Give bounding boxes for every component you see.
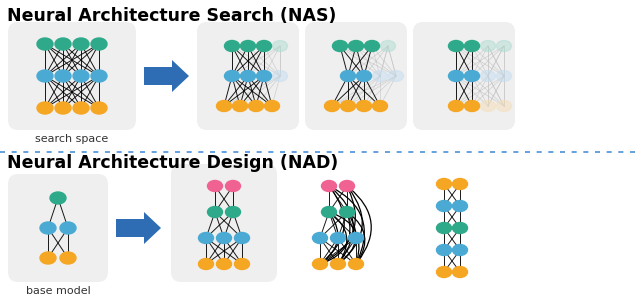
Ellipse shape (497, 101, 511, 112)
Ellipse shape (481, 101, 495, 112)
Ellipse shape (330, 233, 346, 244)
Ellipse shape (324, 101, 339, 112)
Ellipse shape (452, 223, 467, 233)
Ellipse shape (312, 233, 328, 244)
Ellipse shape (73, 38, 89, 50)
Text: Neural Architecture Design (NAD): Neural Architecture Design (NAD) (7, 154, 339, 172)
Ellipse shape (91, 102, 107, 114)
Ellipse shape (497, 71, 511, 81)
Ellipse shape (381, 40, 396, 51)
Ellipse shape (452, 201, 467, 212)
Ellipse shape (449, 101, 463, 112)
FancyBboxPatch shape (8, 174, 108, 282)
Ellipse shape (207, 206, 223, 217)
Ellipse shape (449, 40, 463, 51)
Ellipse shape (349, 233, 364, 244)
Ellipse shape (198, 233, 214, 244)
Ellipse shape (198, 258, 214, 270)
Ellipse shape (465, 40, 479, 51)
Ellipse shape (248, 101, 264, 112)
Ellipse shape (207, 181, 223, 192)
Ellipse shape (225, 206, 241, 217)
Ellipse shape (481, 71, 495, 81)
Ellipse shape (452, 178, 467, 189)
Ellipse shape (349, 258, 364, 270)
Ellipse shape (232, 101, 248, 112)
Ellipse shape (333, 40, 348, 51)
FancyBboxPatch shape (305, 22, 407, 130)
FancyBboxPatch shape (171, 164, 277, 282)
Ellipse shape (321, 181, 337, 192)
Ellipse shape (436, 223, 451, 233)
Ellipse shape (356, 101, 371, 112)
Ellipse shape (436, 178, 451, 189)
Ellipse shape (388, 71, 403, 81)
Polygon shape (116, 212, 161, 244)
Ellipse shape (234, 258, 250, 270)
Ellipse shape (55, 102, 71, 114)
Text: base model: base model (26, 286, 90, 296)
Ellipse shape (37, 70, 53, 82)
Ellipse shape (55, 38, 71, 50)
Ellipse shape (452, 244, 467, 255)
Ellipse shape (356, 71, 371, 81)
Ellipse shape (372, 101, 387, 112)
Ellipse shape (40, 252, 56, 264)
Ellipse shape (225, 40, 239, 51)
Ellipse shape (340, 101, 355, 112)
Ellipse shape (339, 206, 355, 217)
Ellipse shape (349, 40, 364, 51)
Ellipse shape (37, 38, 53, 50)
Ellipse shape (481, 40, 495, 51)
Ellipse shape (73, 102, 89, 114)
Polygon shape (144, 60, 189, 92)
Ellipse shape (465, 101, 479, 112)
Ellipse shape (365, 40, 380, 51)
Ellipse shape (225, 71, 239, 81)
Ellipse shape (312, 258, 328, 270)
Ellipse shape (321, 206, 337, 217)
Text: search space: search space (35, 134, 109, 144)
Ellipse shape (339, 181, 355, 192)
Ellipse shape (60, 222, 76, 234)
Ellipse shape (330, 258, 346, 270)
Ellipse shape (225, 181, 241, 192)
Ellipse shape (436, 267, 451, 278)
Ellipse shape (216, 258, 232, 270)
Ellipse shape (55, 70, 71, 82)
Ellipse shape (340, 71, 355, 81)
Ellipse shape (465, 71, 479, 81)
Ellipse shape (436, 201, 451, 212)
Ellipse shape (73, 70, 89, 82)
FancyBboxPatch shape (413, 22, 515, 130)
Ellipse shape (449, 71, 463, 81)
Ellipse shape (273, 71, 287, 81)
Ellipse shape (372, 71, 387, 81)
Ellipse shape (91, 38, 107, 50)
Ellipse shape (273, 40, 287, 51)
FancyBboxPatch shape (8, 22, 136, 130)
Ellipse shape (234, 233, 250, 244)
Ellipse shape (216, 101, 232, 112)
Ellipse shape (241, 71, 255, 81)
Ellipse shape (50, 192, 66, 204)
Ellipse shape (60, 252, 76, 264)
Ellipse shape (40, 222, 56, 234)
Ellipse shape (436, 244, 451, 255)
Ellipse shape (37, 102, 53, 114)
Ellipse shape (91, 70, 107, 82)
Text: Neural Architecture Search (NAS): Neural Architecture Search (NAS) (7, 7, 337, 25)
Ellipse shape (257, 71, 271, 81)
Ellipse shape (497, 40, 511, 51)
Ellipse shape (257, 40, 271, 51)
Ellipse shape (216, 233, 232, 244)
Ellipse shape (452, 267, 467, 278)
Ellipse shape (241, 40, 255, 51)
FancyBboxPatch shape (197, 22, 299, 130)
Ellipse shape (264, 101, 280, 112)
